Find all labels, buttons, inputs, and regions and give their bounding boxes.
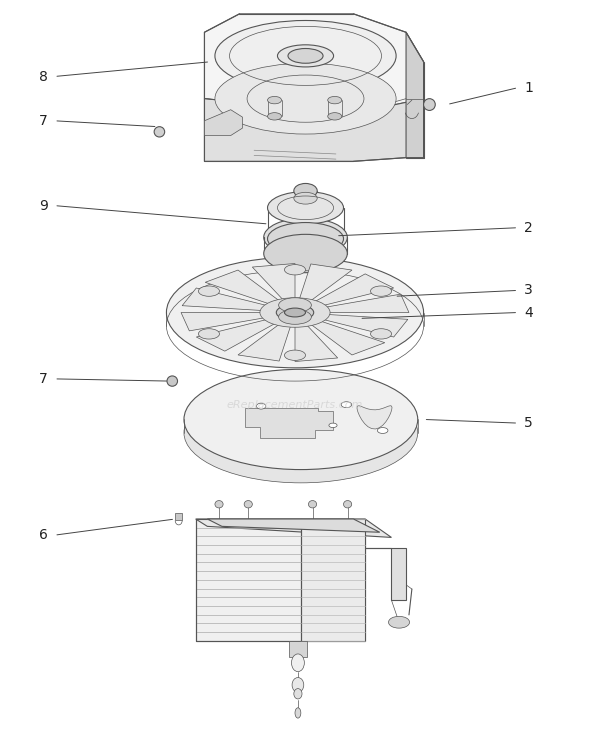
Ellipse shape [198,328,219,339]
Ellipse shape [264,218,348,256]
Polygon shape [365,548,406,600]
Ellipse shape [264,234,348,273]
Polygon shape [307,319,385,355]
Text: 6: 6 [40,528,48,542]
Ellipse shape [267,97,281,104]
Ellipse shape [292,678,304,692]
Polygon shape [406,32,424,158]
Ellipse shape [327,97,342,104]
Polygon shape [204,110,242,135]
Ellipse shape [309,501,317,508]
Ellipse shape [284,350,306,360]
Ellipse shape [288,48,323,63]
Ellipse shape [291,654,304,672]
Ellipse shape [198,286,219,296]
Polygon shape [175,513,182,520]
Text: 1: 1 [525,80,533,94]
Ellipse shape [295,708,301,718]
Ellipse shape [284,265,306,275]
Ellipse shape [343,501,352,508]
Polygon shape [204,99,424,161]
Ellipse shape [329,423,337,427]
Ellipse shape [371,328,392,339]
Ellipse shape [267,192,343,224]
Polygon shape [357,406,392,429]
Polygon shape [207,519,380,532]
Ellipse shape [278,310,312,324]
Ellipse shape [278,298,312,313]
Ellipse shape [184,369,418,470]
Polygon shape [309,274,394,308]
Polygon shape [204,14,424,114]
Ellipse shape [284,308,306,317]
Ellipse shape [215,63,396,134]
Polygon shape [301,519,365,640]
Ellipse shape [244,501,253,508]
Polygon shape [299,264,352,304]
Polygon shape [182,288,275,311]
Ellipse shape [267,113,281,120]
Text: eReplacementParts.com: eReplacementParts.com [227,400,363,409]
Ellipse shape [276,305,314,321]
Text: 4: 4 [525,305,533,319]
Ellipse shape [424,99,435,111]
Polygon shape [289,640,307,657]
Ellipse shape [166,257,424,368]
Text: 2: 2 [525,221,533,235]
Ellipse shape [277,45,333,67]
Polygon shape [238,321,291,361]
Text: 9: 9 [40,198,48,212]
Ellipse shape [184,383,418,483]
Text: 7: 7 [40,372,48,386]
Text: 5: 5 [525,416,533,430]
Polygon shape [196,519,391,537]
Polygon shape [317,294,409,313]
Polygon shape [253,264,295,303]
Text: 7: 7 [40,114,48,128]
Ellipse shape [215,21,396,91]
Polygon shape [181,313,273,331]
Ellipse shape [257,403,266,409]
Ellipse shape [294,192,317,204]
Ellipse shape [154,126,165,137]
Ellipse shape [341,402,352,408]
Ellipse shape [294,689,302,699]
Polygon shape [196,317,281,351]
Polygon shape [196,519,365,640]
Text: 8: 8 [40,70,48,83]
Ellipse shape [388,617,409,628]
Ellipse shape [378,427,388,433]
Ellipse shape [260,298,330,327]
Polygon shape [205,270,283,306]
Ellipse shape [371,286,392,296]
Text: 3: 3 [525,283,533,297]
Ellipse shape [267,223,343,255]
Polygon shape [245,409,333,438]
Ellipse shape [167,376,178,386]
Polygon shape [315,314,408,337]
Ellipse shape [327,113,342,120]
Ellipse shape [215,501,223,508]
Polygon shape [295,322,337,362]
Ellipse shape [294,184,317,198]
